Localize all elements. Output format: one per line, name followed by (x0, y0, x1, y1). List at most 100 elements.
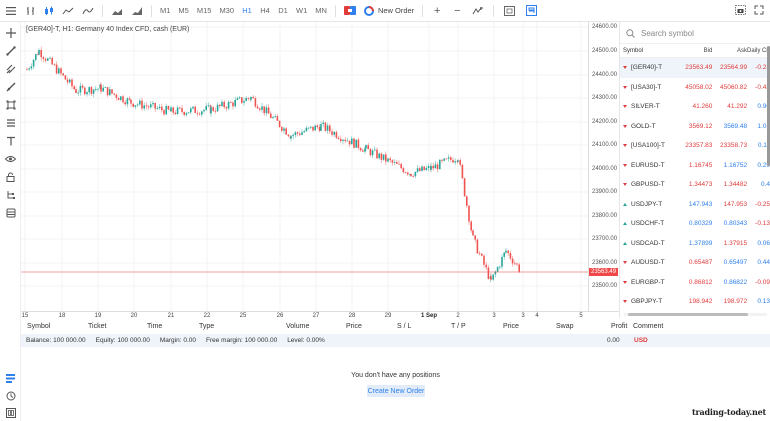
timeframe-m5[interactable]: M5 (178, 6, 189, 15)
chart-type-candles-button[interactable] (40, 0, 58, 22)
ask-price: 147.953 (723, 200, 748, 208)
daily-change: 0.06 (757, 239, 770, 247)
symbol-row[interactable]: USDJPY-T 147.943 147.953 -0.25 (620, 195, 770, 215)
baseline-icon (132, 6, 142, 15)
indicators-button[interactable] (467, 0, 489, 22)
ray-tool[interactable] (0, 78, 21, 96)
timeframe-h1[interactable]: H1 (242, 6, 252, 15)
daily-change: 0.13 (757, 298, 770, 306)
price-tick: 24000.00 (592, 166, 618, 172)
arrow-down-icon (623, 300, 627, 304)
symbol-row[interactable]: USDCHF-T 0.80329 0.80343 -0.13 (620, 214, 770, 234)
col-take-profit[interactable]: T / P (451, 323, 466, 330)
symbol-row[interactable]: EURUSD-T 1.16745 1.16752 0.29 (620, 156, 770, 176)
timeframe-m30[interactable]: M30 (219, 6, 235, 15)
symbol-label: GOLD-T (631, 122, 656, 130)
col-type[interactable]: Type (199, 323, 215, 330)
col-volume[interactable]: Volume (286, 323, 310, 330)
symbol-row[interactable]: [USA100]-T 23357.83 23358.73 0.11 (620, 136, 770, 156)
market-watch-panel: Search symbol Symbol Bid Ask Daily Ch. [… (619, 22, 770, 318)
chart-type-area-button[interactable] (107, 0, 127, 22)
symbol-row[interactable]: [USA30]-T 45058.02 45060.82 -0.42 (620, 78, 770, 98)
col-comment[interactable]: Comment (633, 323, 664, 330)
symbol-row[interactable]: EURGBP-T 0.86812 0.86822 -0.09 (620, 273, 770, 293)
timeframe-d1[interactable]: D1 (278, 6, 288, 15)
symbol-name: [USA30]-T (620, 84, 678, 91)
col-swap[interactable]: Swap (556, 323, 574, 330)
arrow-down-icon (623, 163, 627, 167)
one-click-trading-button[interactable] (340, 0, 360, 22)
symbol-row[interactable]: [GER40]-T 23563.49 23564.99 -0.23 (620, 58, 770, 78)
timeframe-h4[interactable]: H4 (260, 6, 270, 15)
symbol-row[interactable]: GOLD-T 3569.12 3569.48 1.01 (620, 117, 770, 137)
timeframe-w1[interactable]: W1 (296, 6, 308, 15)
bid-price: 198.942 (688, 298, 713, 306)
zoom-out-button[interactable]: − (447, 0, 467, 22)
horizontal-scrollbar[interactable] (624, 313, 767, 316)
symbol-row[interactable]: USDCAD-T 1.37899 1.37915 0.06 (620, 234, 770, 254)
bottom-panel-tabs (0, 370, 21, 421)
search-input[interactable]: Search symbol (641, 29, 694, 38)
symbol-row[interactable]: GBPJPY-T 198.942 198.972 0.13 (620, 292, 770, 312)
visibility-tool[interactable] (0, 150, 21, 168)
rectangle-tool[interactable] (0, 96, 21, 114)
time-tick: 27 (312, 313, 320, 319)
col-symbol[interactable]: Symbol (623, 47, 644, 54)
smooth-line-icon (82, 7, 94, 14)
text-tool[interactable] (0, 132, 21, 150)
col-ticket[interactable]: Ticket (88, 323, 107, 330)
objects-tree-tool[interactable] (0, 186, 21, 204)
lock-tool[interactable] (0, 168, 21, 186)
col-symbol[interactable]: Symbol (27, 323, 51, 330)
symbol-row[interactable]: GBPUSD-T 1.34473 1.34482 0.4 (620, 175, 770, 195)
create-new-order-button[interactable]: Create New Order (367, 385, 425, 397)
symbol-row[interactable]: SILVER-T 41.260 41.292 0.96 (620, 97, 770, 117)
price-tick: 23900.00 (592, 189, 618, 195)
chart-type-smooth-line-button[interactable] (78, 0, 98, 22)
price-axis[interactable]: 24600.00 24500.00 24400.00 24300.00 2420… (588, 22, 619, 311)
scroll-thumb[interactable] (628, 313, 748, 316)
timeframe-m1[interactable]: M1 (160, 6, 171, 15)
delete-drawings-tool[interactable] (0, 204, 21, 222)
vertical-scrollbar[interactable] (767, 46, 770, 166)
symbol-search[interactable]: Search symbol (620, 24, 770, 44)
col-profit[interactable]: Profit (611, 323, 628, 330)
menu-button[interactable] (0, 0, 22, 22)
candlestick-plot[interactable] (21, 22, 588, 311)
new-order-button[interactable]: New Order (360, 0, 418, 22)
layout-button[interactable] (520, 0, 542, 22)
history-tab[interactable] (0, 387, 21, 404)
daily-change: -0.25 (755, 200, 770, 208)
chart-type-bars-button[interactable] (22, 0, 40, 22)
timeframe-m15[interactable]: M15 (196, 6, 212, 15)
price-chart[interactable]: [GER40]-T, H1: Germany 40 Index CFD, cas… (21, 22, 619, 319)
trade-tab[interactable] (0, 370, 21, 387)
col-ask[interactable]: Ask (736, 47, 747, 54)
fibonacci-tool[interactable] (0, 114, 21, 132)
time-axis[interactable]: 15 18 19 20 21 22 25 26 27 28 29 1 Sep 2… (21, 311, 619, 321)
col-stop-loss[interactable]: S / L (397, 323, 412, 330)
fullscreen-button[interactable] (754, 5, 764, 17)
current-price-tag: 23563.49 (589, 268, 619, 276)
col-current-price[interactable]: Price (503, 323, 519, 330)
symbol-row[interactable]: [AUS200]-T8774.048775.04-1.06 (620, 312, 770, 319)
zoom-in-button[interactable]: + (427, 0, 447, 22)
time-tick: 2 (456, 313, 460, 319)
ask-price: 23564.99 (720, 64, 748, 72)
chart-settings-button[interactable] (498, 0, 520, 22)
col-open-price[interactable]: Price (346, 323, 362, 330)
screenshot-button[interactable] (735, 5, 746, 17)
chart-type-line-button[interactable] (58, 0, 78, 22)
trendline-tool[interactable] (0, 42, 21, 60)
col-time[interactable]: Time (147, 323, 163, 330)
symbol-row[interactable]: AUDUSD-T 0.65487 0.65497 0.44 (620, 253, 770, 273)
channel-tool[interactable] (0, 60, 21, 78)
col-bid[interactable]: Bid (703, 47, 713, 54)
chart-type-baseline-button[interactable] (127, 0, 147, 22)
col-daily-change[interactable]: Daily Ch. (747, 47, 770, 54)
journal-tab[interactable] (0, 404, 21, 421)
timeframe-mn[interactable]: MN (315, 6, 327, 15)
layers-icon (6, 208, 15, 218)
crosshair-tool[interactable] (0, 24, 21, 42)
arrow-down-icon (623, 85, 627, 89)
